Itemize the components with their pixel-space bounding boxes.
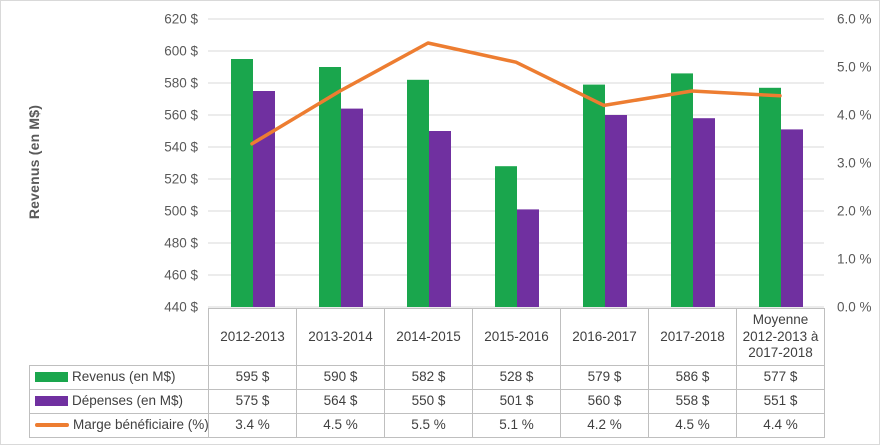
- right-axis-tick-label: 4.0 %: [837, 108, 872, 123]
- value-cell: 5.1 %: [472, 413, 561, 438]
- right-axis-tick-label: 1.0 %: [837, 252, 872, 267]
- value-cell: 575 $: [208, 389, 297, 414]
- right-axis-tick-label: 0.0 %: [837, 300, 872, 315]
- value-cell: 501 $: [472, 389, 561, 414]
- column-header-4: 2016-2017: [560, 308, 649, 366]
- bar-depenses: [253, 91, 275, 307]
- column-header-6: Moyenne 2012-2013 à 2017-2018: [736, 308, 825, 366]
- value-cell: 4.5 %: [296, 413, 385, 438]
- column-header-0: 2012-2013: [208, 308, 297, 366]
- value-cell: 551 $: [736, 389, 825, 414]
- chart-data-table: 2012-2013 2013-2014 2014-2015 2015-2016 2016…: [29, 308, 825, 438]
- bar-depenses: [693, 118, 715, 307]
- bar-revenus: [759, 87, 781, 307]
- column-header-2: 2014-2015: [384, 308, 473, 366]
- value-cell: 4.5 %: [648, 413, 737, 438]
- bar-revenus: [407, 79, 429, 307]
- value-cell: 590 $: [296, 365, 385, 390]
- value-cell: 582 $: [384, 365, 473, 390]
- left-axis-tick-label: 480 $: [164, 236, 198, 251]
- value-cell: 558 $: [648, 389, 737, 414]
- left-axis-tick-label: 600 $: [164, 44, 198, 59]
- bar-depenses: [781, 129, 803, 307]
- table-row-2: Marge bénéficiaire (%) 3.4 % 4.5 % 5.5 % 5.1…: [29, 413, 825, 438]
- bar-revenus: [319, 67, 341, 307]
- legend-item-1: Dépenses (en M$): [29, 389, 209, 414]
- bar-revenus: [231, 59, 253, 307]
- right-axis-tick-label: 5.0 %: [837, 60, 872, 75]
- bar-depenses: [517, 209, 539, 307]
- bar-swatch-icon: [35, 396, 68, 407]
- left-axis-tick-label: 560 $: [164, 108, 198, 123]
- column-header-5: 2017-2018: [648, 308, 737, 366]
- bar-depenses: [605, 115, 627, 307]
- value-cell: 550 $: [384, 389, 473, 414]
- left-axis-tick-label: 460 $: [164, 268, 198, 283]
- value-cell: 4.4 %: [736, 413, 825, 438]
- value-cell: 586 $: [648, 365, 737, 390]
- value-cell: 3.4 %: [208, 413, 297, 438]
- bar-revenus: [495, 166, 517, 307]
- table-corner-cell: [30, 309, 209, 366]
- column-header-3: 2015-2016: [472, 308, 561, 366]
- marge-beneficiaire-line: [250, 41, 782, 146]
- legend-label: Revenus (en M$): [72, 369, 176, 385]
- bar-depenses: [341, 108, 363, 307]
- value-cell: 528 $: [472, 365, 561, 390]
- value-cell: 579 $: [560, 365, 649, 390]
- value-cell: 4.2 %: [560, 413, 649, 438]
- bar-revenus: [583, 84, 605, 307]
- left-axis-tick-label: 500 $: [164, 204, 198, 219]
- left-axis-tick-label: 620 $: [164, 12, 198, 27]
- left-axis-tick-label: 440 $: [164, 300, 198, 315]
- value-cell: 5.5 %: [384, 413, 473, 438]
- left-axis-title: Revenus (en M$): [26, 104, 42, 220]
- value-cell: 564 $: [296, 389, 385, 414]
- right-axis-tick-label: 3.0 %: [837, 156, 872, 171]
- value-cell: 560 $: [560, 389, 649, 414]
- left-axis-tick-label: 580 $: [164, 76, 198, 91]
- line-swatch-icon: [35, 423, 69, 428]
- right-axis-tick-label: 2.0 %: [837, 204, 872, 219]
- column-header-1: 2013-2014: [296, 308, 385, 366]
- bar-revenus: [671, 73, 693, 308]
- left-axis-tick-label: 540 $: [164, 140, 198, 155]
- table-header-row: 2012-2013 2013-2014 2014-2015 2015-2016 2016…: [30, 308, 825, 366]
- right-axis-tick-label: 6.0 %: [837, 12, 872, 27]
- legend-label: Marge bénéficiaire (%): [73, 417, 209, 433]
- left-axis-tick-label: 520 $: [164, 172, 198, 187]
- value-cell: 577 $: [736, 365, 825, 390]
- table-row-1: Dépenses (en M$) 575 $564 $550 $501 $560 …: [29, 389, 825, 414]
- table-row-0: Revenus (en M$) 595 $590 $582 $528 $579 $…: [29, 365, 825, 390]
- legend-item-2: Marge bénéficiaire (%): [29, 413, 209, 438]
- bar-depenses: [429, 131, 451, 307]
- legend-item-0: Revenus (en M$): [29, 365, 209, 390]
- legend-label: Dépenses (en M$): [72, 393, 184, 409]
- bar-swatch-icon: [35, 372, 68, 383]
- value-cell: 595 $: [208, 365, 297, 390]
